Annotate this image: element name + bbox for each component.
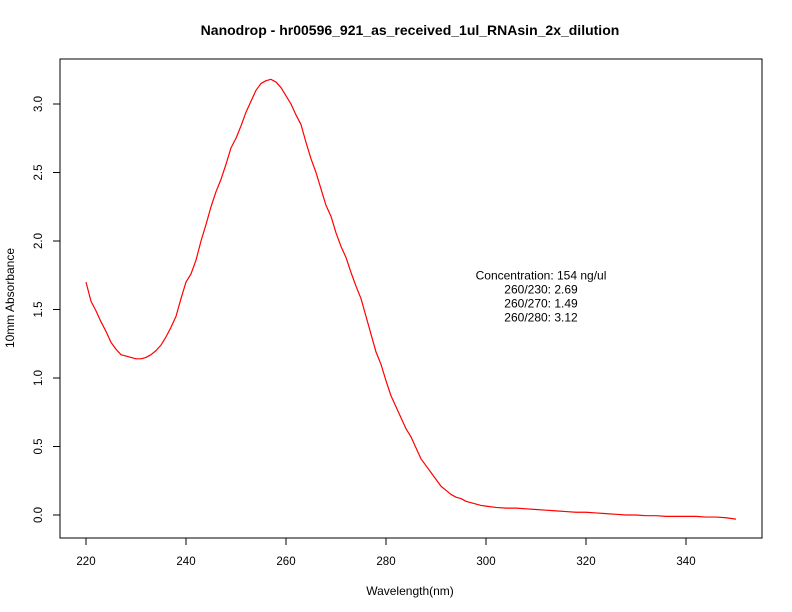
x-tick-label: 220 — [76, 556, 95, 568]
y-tick-label: 1.5 — [33, 302, 45, 318]
y-tick-label: 0.5 — [33, 439, 45, 455]
y-tick-label: 3.0 — [33, 96, 45, 112]
y-tick-label: 0.0 — [33, 507, 45, 523]
x-axis-label: Wavelength(nm) — [366, 584, 454, 598]
series-layer — [85, 78, 737, 520]
x-tick-label: 280 — [376, 556, 395, 568]
x-tick-label: 320 — [576, 556, 595, 568]
x-tick-label: 340 — [676, 556, 695, 568]
annotation-line: Concentration: 154 ng/ul — [476, 268, 607, 282]
chart-title: Nanodrop - hr00596_921_as_received_1ul_R… — [201, 22, 620, 38]
x-tick-label: 240 — [176, 556, 195, 568]
y-axis-label: 10mm Absorbance — [3, 248, 17, 348]
annotation-line: 260/230: 2.69 — [504, 282, 578, 296]
x-tick-label: 260 — [276, 556, 295, 568]
y-axis: 0.0 0.5 1.0 1.5 2.0 2.5 3.0 — [33, 96, 61, 523]
x-tick-label: 300 — [476, 556, 495, 568]
absorbance-line — [85, 78, 737, 520]
y-tick-label: 1.0 — [33, 370, 45, 386]
x-axis: 220 240 260 280 300 320 340 — [76, 537, 696, 568]
annotation-line: 260/270: 1.49 — [504, 296, 578, 310]
y-tick-label: 2.0 — [33, 233, 45, 249]
annotation-line: 260/280: 3.12 — [504, 310, 578, 324]
y-tick-label: 2.5 — [33, 165, 45, 181]
plot-frame — [59, 58, 763, 539]
